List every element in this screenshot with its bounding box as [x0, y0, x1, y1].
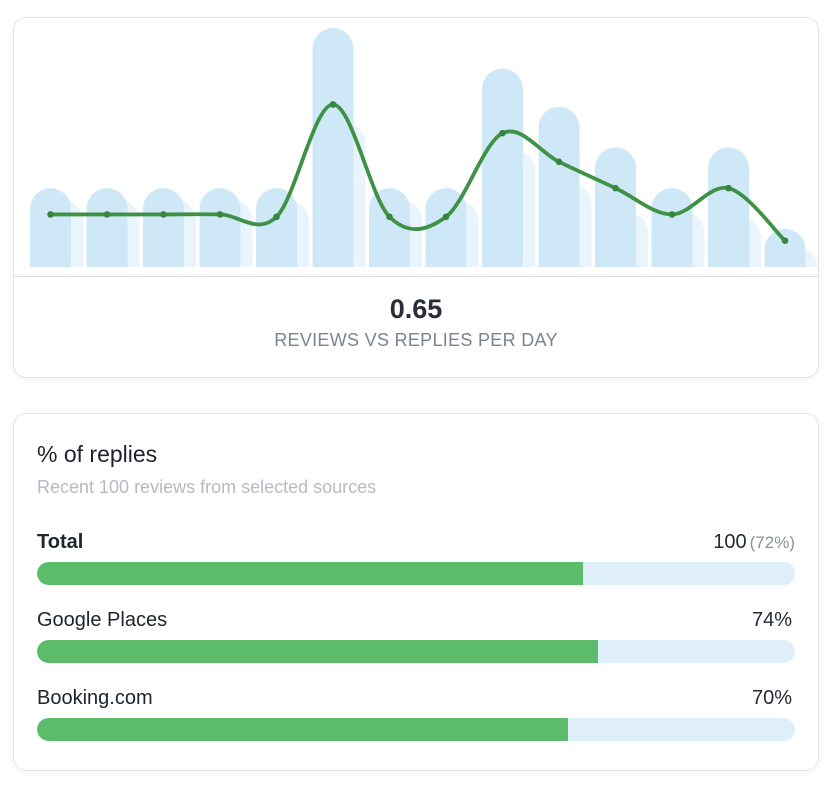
progress-fill: [37, 640, 598, 663]
progress-track: [37, 562, 795, 585]
bar[interactable]: [595, 147, 636, 268]
row-count: 100: [713, 531, 747, 553]
chart-summary: 0.65 REVIEWS VS REPLIES PER DAY: [14, 277, 818, 351]
card-title: % of replies: [37, 441, 158, 467]
bar[interactable]: [199, 188, 241, 267]
row-percent: 70%: [751, 687, 792, 709]
progress-fill: [37, 718, 568, 741]
source-rows: Total 100 (72%) Google Places 74% Boo: [37, 531, 795, 741]
data-point-marker[interactable]: [47, 211, 54, 218]
bar[interactable]: [30, 188, 71, 267]
bar[interactable]: [143, 188, 184, 267]
row-percent-note: (72%): [749, 533, 795, 552]
bar[interactable]: [482, 68, 523, 267]
card-subtitle: Recent 100 reviews from selected sources: [37, 477, 377, 497]
data-point-marker[interactable]: [273, 213, 280, 221]
data-point-marker[interactable]: [329, 101, 337, 108]
bar[interactable]: [369, 188, 410, 267]
row-label: Total: [37, 531, 84, 553]
row-percent: 74%: [751, 609, 792, 631]
data-point-marker[interactable]: [725, 184, 732, 192]
trend-markers: [47, 101, 789, 245]
progress-track: [37, 718, 795, 741]
row-label: Booking.com: [37, 687, 153, 709]
combo-chart-svg[interactable]: [14, 18, 818, 276]
row-google-places: Google Places 74%: [37, 609, 795, 663]
bar[interactable]: [86, 188, 128, 267]
trend-line: [48, 102, 787, 243]
bar[interactable]: [651, 188, 693, 267]
bar[interactable]: [256, 188, 297, 267]
stat-value: 0.65: [389, 294, 443, 324]
data-point-marker[interactable]: [499, 129, 506, 137]
stat-label: REVIEWS VS REPLIES PER DAY: [274, 330, 558, 350]
row-value: 70%: [752, 687, 795, 711]
row-value: 74%: [752, 609, 795, 633]
card-divider: [14, 276, 818, 277]
progress-fill: [37, 562, 583, 585]
row-booking-com: Booking.com 70%: [37, 687, 795, 741]
data-point-marker[interactable]: [781, 237, 789, 245]
data-point-marker[interactable]: [216, 211, 224, 218]
data-point-marker[interactable]: [386, 213, 393, 221]
data-point-marker[interactable]: [612, 184, 619, 192]
progress-track: [37, 640, 795, 663]
trend-line-path[interactable]: [48, 102, 787, 243]
bar[interactable]: [312, 28, 354, 267]
data-point-marker[interactable]: [442, 213, 450, 221]
row-label: Google Places: [37, 609, 168, 631]
bars-primary: [30, 28, 806, 268]
data-point-marker[interactable]: [160, 211, 167, 218]
row-value: 100 (72%): [713, 531, 795, 555]
bar[interactable]: [538, 106, 580, 268]
reviews-chart-card: 0.65 REVIEWS VS REPLIES PER DAY: [13, 17, 819, 378]
row-total: Total 100 (72%): [37, 531, 795, 585]
bar[interactable]: [708, 147, 749, 268]
data-point-marker[interactable]: [555, 158, 563, 166]
reviews-replies-chart[interactable]: [14, 18, 818, 276]
data-point-marker[interactable]: [103, 211, 111, 218]
bar[interactable]: [764, 228, 806, 267]
data-point-marker[interactable]: [668, 211, 676, 218]
replies-card: % of replies Recent 100 reviews from sel…: [13, 413, 819, 771]
